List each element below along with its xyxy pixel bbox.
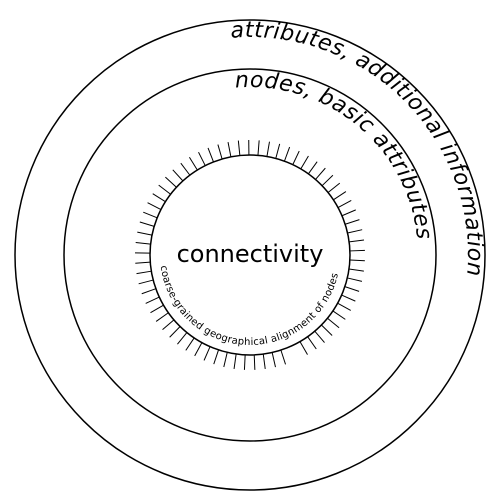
concentric-diagram: connectivity attributes, additional info… xyxy=(0,0,500,500)
center-label: connectivity xyxy=(177,240,324,268)
inner-arc-label: coarse-grained geographical alignment of… xyxy=(158,265,341,348)
